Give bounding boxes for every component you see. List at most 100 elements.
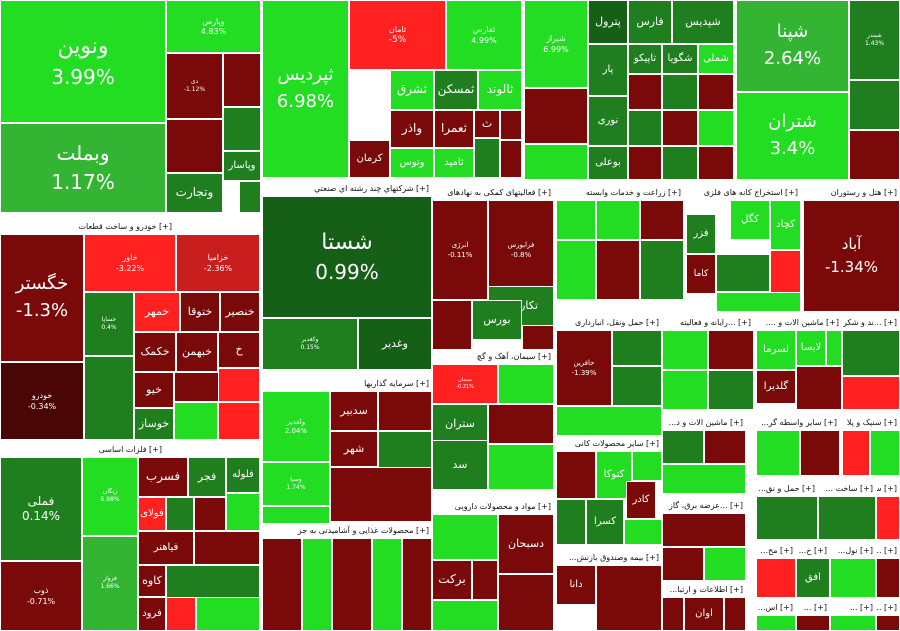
- sector-header[interactable]: [+] ...رایانه و فعالیته: [662, 316, 754, 330]
- stock-tile[interactable]: [174, 402, 218, 440]
- stock-tile[interactable]: وپارس 4.83%: [166, 0, 261, 53]
- stock-tile[interactable]: بورس: [472, 300, 522, 340]
- stock-tile[interactable]: خزامیا -2.36%: [176, 234, 260, 292]
- stock-tile[interactable]: وبملت 1.17%: [0, 123, 166, 213]
- stock-tile[interactable]: [432, 300, 472, 350]
- sector-header[interactable]: [+] شرکتهاي چند رشته اي صنعتي: [262, 182, 432, 196]
- stock-tile[interactable]: [876, 615, 900, 631]
- sector-header[interactable]: [+] هتل و رستوران: [803, 186, 900, 200]
- stock-tile[interactable]: [332, 538, 372, 631]
- stock-tile[interactable]: [662, 74, 698, 110]
- stock-tile[interactable]: کادر: [626, 481, 656, 519]
- stock-tile[interactable]: خبهمن: [176, 332, 218, 372]
- stock-tile[interactable]: شپدیس: [672, 0, 734, 44]
- stock-tile[interactable]: [262, 506, 330, 524]
- stock-tile[interactable]: سدبیر: [330, 391, 378, 431]
- stock-tile[interactable]: [500, 140, 522, 178]
- stock-tile[interactable]: خساپا 0.4%: [84, 292, 134, 356]
- stock-tile[interactable]: [223, 107, 261, 151]
- stock-tile[interactable]: ثامید: [434, 148, 474, 178]
- stock-tile[interactable]: [378, 431, 432, 471]
- stock-tile[interactable]: [870, 430, 900, 476]
- sector-header[interactable]: [+] فعالیتهای کمکی به نهادهای: [432, 186, 554, 200]
- stock-tile[interactable]: ختوقا: [180, 292, 220, 332]
- stock-tile[interactable]: [662, 430, 704, 464]
- stock-tile[interactable]: لابسا: [796, 330, 826, 366]
- stock-tile[interactable]: ثعمرا: [434, 110, 474, 148]
- stock-tile[interactable]: [628, 146, 662, 180]
- stock-tile[interactable]: [596, 240, 640, 300]
- stock-tile[interactable]: وسپا 1.74%: [262, 462, 330, 506]
- stock-tile[interactable]: خاور -3.22%: [84, 234, 176, 292]
- stock-tile[interactable]: [596, 200, 640, 240]
- stock-tile[interactable]: [704, 547, 746, 581]
- stock-tile[interactable]: [826, 330, 842, 366]
- stock-tile[interactable]: گلدیرا: [756, 370, 796, 404]
- stock-tile[interactable]: [84, 356, 134, 440]
- stock-tile[interactable]: [796, 366, 842, 410]
- stock-tile[interactable]: [698, 74, 734, 110]
- stock-tile[interactable]: [842, 376, 900, 410]
- stock-tile[interactable]: فرود: [138, 597, 166, 631]
- sector-header[interactable]: [+] ساخت ...: [818, 482, 876, 496]
- stock-tile[interactable]: [524, 88, 588, 144]
- stock-tile[interactable]: حافرین -1.39%: [556, 330, 612, 406]
- stock-tile[interactable]: [432, 514, 498, 560]
- stock-tile[interactable]: پترول: [588, 0, 628, 44]
- sector-header[interactable]: [+] مح...: [756, 544, 796, 558]
- sector-header[interactable]: [+] حمل ونقل، انبارداری: [556, 316, 662, 330]
- stock-tile[interactable]: [524, 144, 588, 180]
- stock-tile[interactable]: [474, 138, 500, 178]
- stock-tile[interactable]: فزوار 1.66%: [82, 536, 138, 631]
- stock-tile[interactable]: وغدیر: [358, 318, 432, 370]
- sector-header[interactable]: [+] مواد و محصولات دارویی: [432, 500, 554, 514]
- stock-tile[interactable]: کگل: [730, 200, 770, 240]
- stock-tile[interactable]: [876, 496, 900, 540]
- stock-tile[interactable]: [662, 330, 708, 370]
- stock-tile[interactable]: [223, 53, 261, 107]
- stock-tile[interactable]: [708, 370, 754, 410]
- stock-tile[interactable]: ولغدیر 2.04%: [262, 391, 330, 462]
- stock-tile[interactable]: دی -1.12%: [166, 53, 223, 119]
- stock-tile[interactable]: خوساز: [134, 408, 174, 440]
- stock-tile[interactable]: افق: [796, 558, 830, 598]
- stock-tile[interactable]: [818, 496, 876, 540]
- stock-tile[interactable]: شپنا 2.64%: [736, 0, 849, 92]
- stock-tile[interactable]: [716, 254, 770, 292]
- stock-tile[interactable]: [596, 565, 662, 631]
- stock-tile[interactable]: ثالوند: [478, 70, 522, 110]
- stock-tile[interactable]: [302, 538, 332, 631]
- stock-tile[interactable]: فسرب: [138, 457, 188, 497]
- stock-tile[interactable]: فزر: [686, 214, 716, 254]
- stock-tile[interactable]: [166, 497, 194, 531]
- stock-tile[interactable]: دانا: [556, 565, 596, 605]
- stock-tile[interactable]: ثپردیس 6.98%: [262, 0, 349, 178]
- stock-tile[interactable]: فیاهنر: [138, 531, 194, 565]
- stock-tile[interactable]: [628, 110, 662, 146]
- stock-tile[interactable]: [488, 444, 554, 490]
- stock-tile[interactable]: [612, 366, 662, 406]
- stock-tile[interactable]: [830, 558, 876, 598]
- stock-tile[interactable]: دسبحان: [498, 514, 554, 574]
- stock-tile[interactable]: واذر: [390, 110, 434, 148]
- stock-tile[interactable]: [796, 615, 830, 631]
- sector-header[interactable]: [+] محصولات غذایی و آشامیدنی به جز: [262, 524, 432, 538]
- stock-tile[interactable]: وکغدیر 0.15%: [262, 318, 358, 370]
- stock-tile[interactable]: کرمان: [349, 140, 390, 178]
- stock-tile[interactable]: [708, 330, 754, 370]
- stock-tile[interactable]: [472, 560, 498, 600]
- stock-tile[interactable]: خودرو -0.34%: [0, 362, 84, 440]
- stock-tile[interactable]: بوعلی: [588, 146, 628, 180]
- stock-tile[interactable]: وتجارت: [166, 173, 223, 213]
- sector-header[interactable]: [+] بیمه وصندوق بازنش...: [556, 551, 662, 565]
- sector-header[interactable]: [+] زراعت و خدمات وابسته: [556, 186, 684, 200]
- stock-tile[interactable]: ثامان -5%: [349, 0, 446, 70]
- stock-tile[interactable]: شستا 0.99%: [262, 196, 432, 318]
- stock-tile[interactable]: [842, 430, 870, 476]
- stock-tile[interactable]: [239, 181, 261, 213]
- sector-header[interactable]: [+] سیمان، آهک و گچ: [432, 350, 554, 364]
- stock-tile[interactable]: [842, 330, 900, 376]
- sector-header[interactable]: [+] ...: [876, 544, 900, 558]
- stock-tile[interactable]: خنصیر: [220, 292, 260, 332]
- stock-tile[interactable]: کاما: [686, 254, 716, 294]
